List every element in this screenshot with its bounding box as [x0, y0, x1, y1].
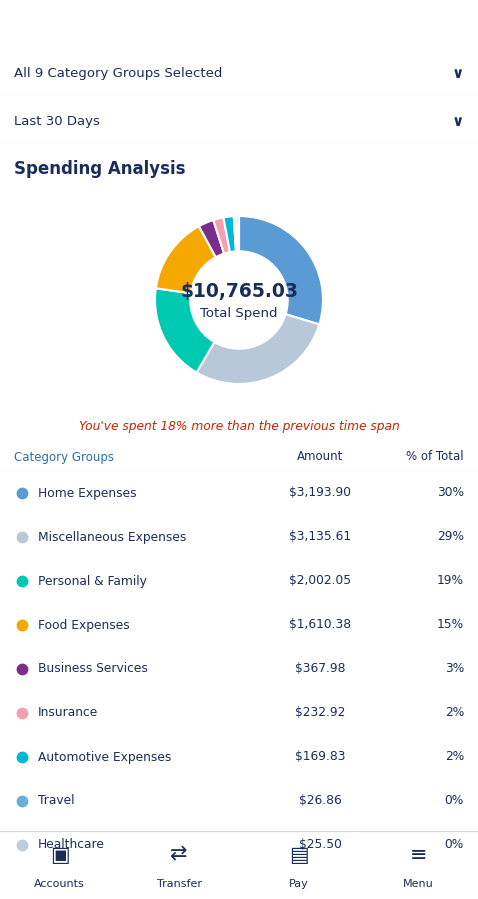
Text: 0%: 0%: [445, 839, 464, 851]
Text: Accounts: Accounts: [34, 879, 85, 889]
Text: Transfer: Transfer: [157, 879, 202, 889]
Text: 15%: 15%: [437, 619, 464, 631]
Text: ⌕: ⌕: [52, 16, 65, 36]
Text: ⇄: ⇄: [171, 845, 188, 865]
Text: $232.92: $232.92: [295, 707, 346, 719]
Text: TRAVIS CREDIT UNION: TRAVIS CREDIT UNION: [167, 17, 391, 35]
Text: Home Expenses: Home Expenses: [38, 486, 137, 500]
Text: ←: ←: [16, 16, 34, 36]
Text: 30%: 30%: [437, 486, 464, 500]
Text: $10,765.03: $10,765.03: [180, 282, 298, 301]
Wedge shape: [196, 314, 319, 384]
Wedge shape: [223, 216, 236, 252]
Text: $169.83: $169.83: [295, 751, 346, 763]
Text: $26.86: $26.86: [299, 795, 342, 807]
Text: ✰: ✰: [130, 9, 160, 43]
Text: Last 30 Days: Last 30 Days: [14, 114, 100, 128]
Text: Category Groups: Category Groups: [14, 450, 114, 464]
Text: Insurance: Insurance: [38, 707, 98, 719]
Text: % of Total: % of Total: [406, 450, 464, 464]
Text: Healthcare: Healthcare: [38, 839, 105, 851]
Text: $367.98: $367.98: [295, 663, 346, 675]
Text: Automotive Expenses: Automotive Expenses: [38, 751, 172, 763]
Text: ∨: ∨: [452, 66, 464, 81]
Text: 2%: 2%: [445, 707, 464, 719]
Wedge shape: [237, 216, 239, 252]
Text: 2%: 2%: [445, 751, 464, 763]
Text: $3,135.61: $3,135.61: [289, 530, 351, 544]
Wedge shape: [156, 227, 216, 293]
Text: Travel: Travel: [38, 795, 75, 807]
Wedge shape: [234, 216, 238, 252]
Text: $2,002.05: $2,002.05: [289, 574, 351, 588]
Text: ∨: ∨: [452, 113, 464, 129]
Text: ▤: ▤: [289, 845, 309, 865]
Text: Pay: Pay: [289, 879, 309, 889]
Text: Spending Analysis: Spending Analysis: [14, 161, 185, 179]
Text: Miscellaneous Expenses: Miscellaneous Expenses: [38, 530, 186, 544]
Text: 29%: 29%: [437, 530, 464, 544]
Text: Business Services: Business Services: [38, 663, 148, 675]
Text: You've spent 18% more than the previous time span: You've spent 18% more than the previous …: [78, 421, 400, 433]
Text: Amount: Amount: [297, 450, 344, 464]
Text: Total Spend: Total Spend: [200, 307, 278, 320]
Wedge shape: [155, 289, 215, 372]
Text: ≡: ≡: [410, 845, 427, 865]
Text: Food Expenses: Food Expenses: [38, 619, 130, 631]
Text: All 9 Category Groups Selected: All 9 Category Groups Selected: [14, 67, 222, 79]
Text: $3,193.90: $3,193.90: [289, 486, 351, 500]
Text: $1,610.38: $1,610.38: [289, 619, 351, 631]
Text: Menu: Menu: [403, 879, 434, 889]
Text: 19%: 19%: [437, 574, 464, 588]
Text: 3%: 3%: [445, 663, 464, 675]
Text: ▣: ▣: [50, 845, 70, 865]
Text: 0%: 0%: [445, 795, 464, 807]
Text: Personal & Family: Personal & Family: [38, 574, 147, 588]
Wedge shape: [239, 216, 323, 325]
Text: $25.50: $25.50: [299, 839, 342, 851]
Wedge shape: [213, 218, 230, 254]
Wedge shape: [199, 220, 224, 257]
